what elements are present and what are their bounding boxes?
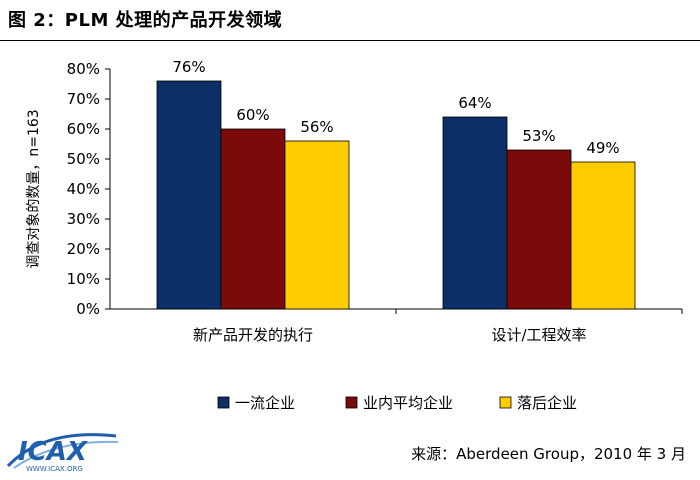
- category-label: 新产品开发的执行: [193, 326, 313, 344]
- bar-3-1: [284, 140, 350, 310]
- bar-value-label: 60%: [236, 106, 269, 124]
- y-axis-label: 调查对象的数量，n=163: [26, 109, 42, 268]
- y-tick-label: 30%: [67, 210, 100, 228]
- icax-logo: ICAX WWW.ICAX.ORG: [6, 433, 119, 473]
- y-tick-label: 50%: [67, 150, 100, 168]
- bar-value-label: 64%: [458, 94, 491, 112]
- legend-swatch-2: [345, 396, 358, 409]
- legend-label: 落后企业: [517, 394, 577, 412]
- y-tick-label: 80%: [67, 60, 100, 78]
- bar-value-label: 76%: [172, 58, 205, 76]
- bar-2-2: [506, 149, 572, 310]
- legend-swatch-1: [217, 396, 230, 409]
- legend-label: 业内平均企业: [363, 394, 453, 412]
- category-label: 设计/工程效率: [491, 326, 586, 344]
- y-tick-label: 20%: [67, 240, 100, 258]
- bar-value-label: 49%: [586, 139, 619, 157]
- bar-1-2: [442, 116, 508, 310]
- bar-chart: 0% 10% 20% 30% 40% 50% 60% 70% 80% 调查对象的数量，n=163 7…: [26, 58, 683, 412]
- bar-1-1: [156, 80, 222, 310]
- y-tick-label: 60%: [67, 120, 100, 138]
- y-tick-label: 40%: [67, 180, 100, 198]
- y-tick-label: 10%: [67, 270, 100, 288]
- y-tick-label: 70%: [67, 90, 100, 108]
- source-note: 来源：Aberdeen Group，2010 年 3 月: [411, 445, 686, 463]
- title-divider: [0, 40, 700, 41]
- logo-url: WWW.ICAX.ORG: [26, 465, 83, 473]
- legend-swatch-3: [499, 396, 512, 409]
- bar-value-label: 56%: [300, 118, 333, 136]
- figure-title: 图 2：PLM 处理的产品开发领域: [8, 10, 283, 31]
- bar-2-1: [220, 128, 286, 310]
- bar-3-2: [570, 161, 636, 310]
- logo-text: ICAX: [18, 437, 89, 467]
- bar-value-label: 53%: [522, 127, 555, 145]
- y-tick-label: 0%: [76, 300, 100, 318]
- legend-label: 一流企业: [235, 394, 295, 412]
